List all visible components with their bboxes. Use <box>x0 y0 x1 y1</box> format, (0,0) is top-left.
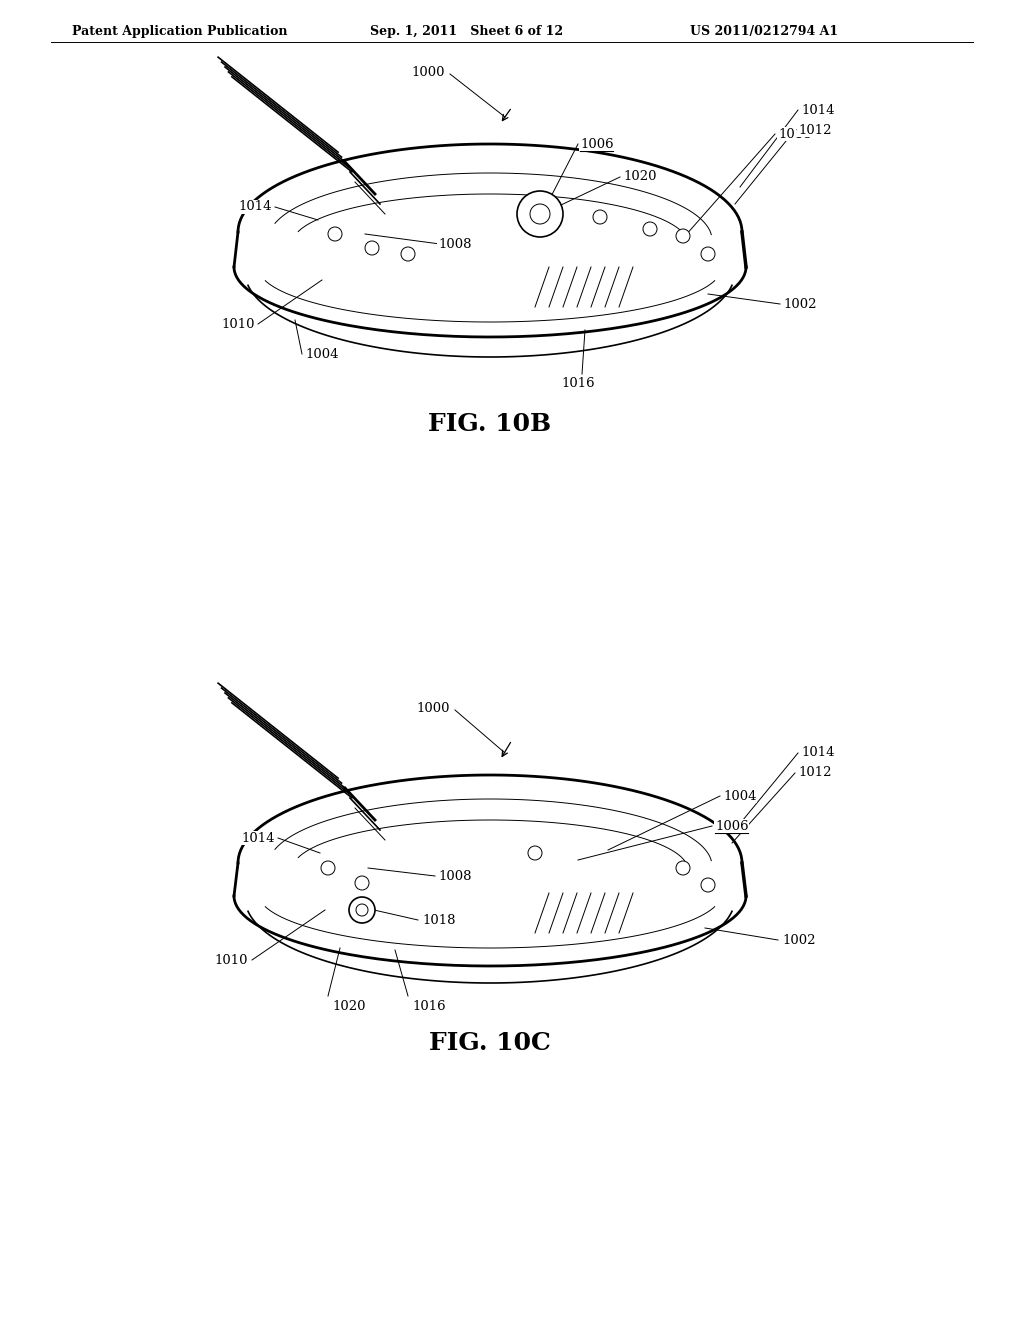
Text: 1002: 1002 <box>782 933 815 946</box>
Circle shape <box>349 898 375 923</box>
Text: 1010: 1010 <box>221 318 255 330</box>
Text: 1000: 1000 <box>412 66 445 78</box>
Circle shape <box>401 247 415 261</box>
Text: Patent Application Publication: Patent Application Publication <box>72 25 288 38</box>
Circle shape <box>365 242 379 255</box>
Circle shape <box>356 904 368 916</box>
Text: 1020: 1020 <box>332 1001 366 1012</box>
Text: 1018: 1018 <box>778 128 811 140</box>
Circle shape <box>676 861 690 875</box>
Text: Sep. 1, 2011   Sheet 6 of 12: Sep. 1, 2011 Sheet 6 of 12 <box>370 25 563 38</box>
Text: 1012: 1012 <box>798 767 831 780</box>
Text: 1016: 1016 <box>561 378 595 389</box>
Text: 1002: 1002 <box>783 297 816 310</box>
Text: US 2011/0212794 A1: US 2011/0212794 A1 <box>690 25 838 38</box>
Text: 1004: 1004 <box>305 347 339 360</box>
Circle shape <box>517 191 563 238</box>
Text: 1018: 1018 <box>422 913 456 927</box>
Circle shape <box>530 205 550 224</box>
Circle shape <box>593 210 607 224</box>
Text: 1004: 1004 <box>723 789 757 803</box>
Circle shape <box>676 228 690 243</box>
Circle shape <box>701 878 715 892</box>
Text: 1008: 1008 <box>438 238 471 251</box>
Text: 1006: 1006 <box>580 137 613 150</box>
Text: 1014: 1014 <box>239 201 272 214</box>
Text: FIG. 10C: FIG. 10C <box>429 1031 551 1055</box>
Text: 1010: 1010 <box>214 953 248 966</box>
Text: 1014: 1014 <box>801 103 835 116</box>
Circle shape <box>321 861 335 875</box>
Circle shape <box>701 247 715 261</box>
Text: 1008: 1008 <box>438 870 471 883</box>
Text: 1006: 1006 <box>715 820 749 833</box>
Text: 1014: 1014 <box>801 747 835 759</box>
Circle shape <box>355 876 369 890</box>
Text: 1016: 1016 <box>412 1001 445 1012</box>
Text: 1012: 1012 <box>798 124 831 136</box>
Text: 1000: 1000 <box>417 701 450 714</box>
Text: 1014: 1014 <box>242 832 275 845</box>
Circle shape <box>328 227 342 242</box>
Text: FIG. 10B: FIG. 10B <box>428 412 552 436</box>
Circle shape <box>528 846 542 861</box>
Circle shape <box>643 222 657 236</box>
Text: 1020: 1020 <box>623 170 656 183</box>
